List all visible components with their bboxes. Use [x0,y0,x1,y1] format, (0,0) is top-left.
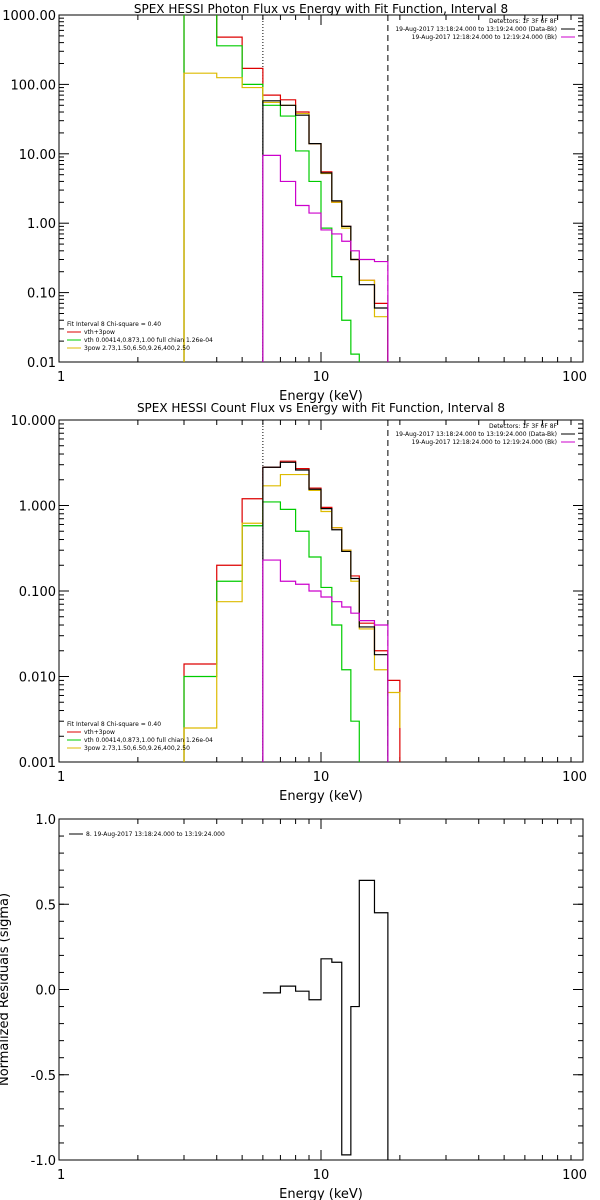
y-tick-label: 10.000 [11,414,57,429]
y-tick-label: 0.5 [35,898,56,913]
series-residuals [262,879,389,1160]
series-data-bk [262,100,389,362]
series-bk [262,559,389,762]
series-3pow [183,473,401,762]
legend-bottom-left-entry: vth 0.00414,0.873,1.00 full chian 1.26e-… [84,737,213,744]
x-tick-label: 100 [562,370,587,385]
data-area [183,15,389,362]
x-tick-label: 10 [313,770,330,785]
y-tick-label: -0.5 [31,1069,56,1084]
legend-bottom-left-entry: vth+3pow [84,329,115,336]
plot-panel-3: 1 10 100 -1.0 -0.5 0.0 0.5 1.0 Energy (keV) Norma… [0,813,587,1200]
x-tick-label: 1 [57,770,65,785]
legend-bottom-left-entry: vth+3pow [84,729,115,736]
x-tick-label: 1 [57,370,65,385]
legend-bottom-left-entry: 3pow 2.73,1.50,6.50,9.26,400,2.50 [84,745,190,752]
plot-title: SPEX HESSI Count Flux vs Energy with Fit… [137,401,505,415]
x-axis-label: Energy (keV) [279,789,363,804]
y-tick-label: 0.001 [19,756,56,771]
series-bk [262,154,389,362]
y-tick-label: 0.010 [19,671,56,686]
legend-bottom-left-entry: Fit Interval 8 Chi-square = 0.40 [67,321,161,328]
x-axis-label: Energy (keV) [279,1187,363,1200]
legend-top-right-entry: Detectors: 1F 3F 6F 8F [489,423,558,430]
y-tick-label: 0.01 [27,356,56,371]
x-tick-label: 100 [562,770,587,785]
x-tick-label: 10 [313,1168,330,1183]
y-tick-label: 0.10 [27,287,56,302]
y-axis-label: Normalized Residuals (sigma) [0,893,12,1086]
legend-bottom-left-entry: 3pow 2.73,1.50,6.50,9.26,400,2.50 [84,345,190,352]
legend-top-right-entry: 19-Aug-2017 12:18:24.000 to 12:19:24.000… [412,439,557,446]
y-tick-label: 1.000 [19,500,56,515]
y-tick-label: 0.0 [35,984,56,999]
y-tick-label: 10.00 [19,148,56,163]
y-tick-label: -1.0 [31,1154,56,1169]
y-tick-label: 100.00 [11,78,57,93]
plot-panel-2: SPEX HESSI Count Flux vs Energy with Fit… [11,401,588,804]
plot-panel-1: SPEX HESSI Photon Flux vs Energy with Fi… [2,2,587,404]
x-axis-label: Energy (keV) [279,389,363,404]
legend-top-right-entry: 19-Aug-2017 13:18:24.000 to 13:19:24.000… [395,431,557,438]
y-tick-label: 1.00 [27,217,56,232]
legend-top-right-entry: Detectors: 1F 3F 6F 8F [489,18,558,25]
legend-bottom-left-entry: vth 0.00414,0.873,1.00 full chian 1.26e-… [84,337,213,344]
y-tick-label: 1.0 [35,813,56,828]
x-tick-label: 100 [562,1168,587,1183]
x-tick-label: 1 [57,1168,65,1183]
plot-title: SPEX HESSI Photon Flux vs Energy with Fi… [134,2,508,16]
data-area [262,879,389,1160]
series-data-bk [262,461,389,762]
y-tick-label: 0.100 [19,585,56,600]
data-area [183,460,401,762]
x-tick-label: 10 [313,370,330,385]
legend-top-left-entry: 8. 19-Aug-2017 13:18:24.000 to 13:19:24.… [86,831,225,838]
series-3pow [183,72,389,362]
legend-top-right-entry: 19-Aug-2017 12:18:24.000 to 12:19:24.000… [412,34,557,41]
legend-top-right-entry: 19-Aug-2017 13:18:24.000 to 13:19:24.000… [395,26,557,33]
y-tick-label: 1000.00 [2,9,56,24]
legend-bottom-left-entry: Fit Interval 8 Chi-square = 0.40 [67,721,161,728]
